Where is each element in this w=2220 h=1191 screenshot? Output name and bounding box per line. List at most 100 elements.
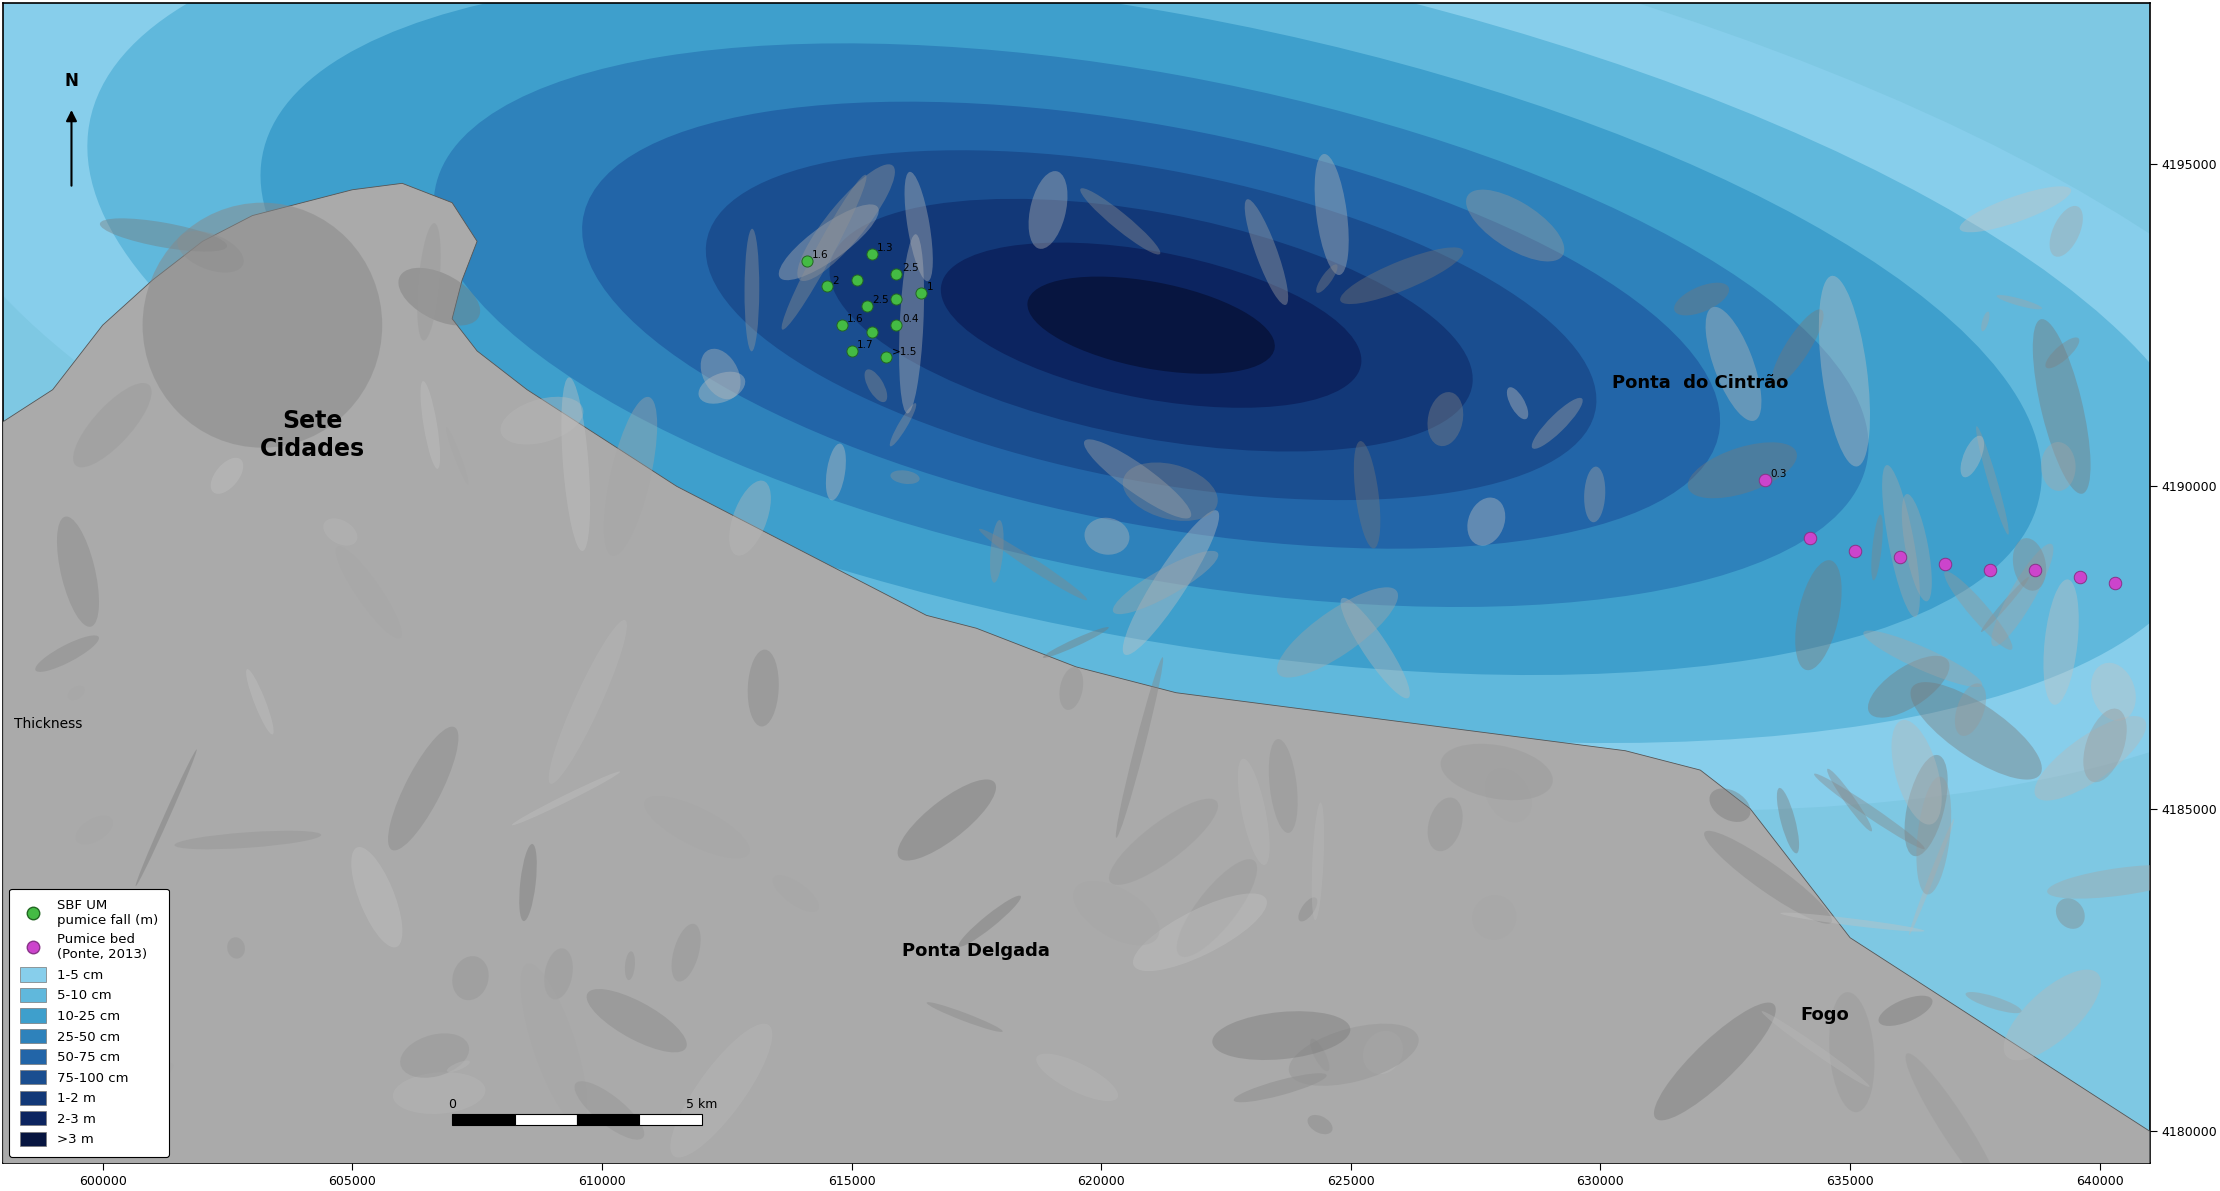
Text: 2.5: 2.5 (872, 295, 888, 305)
Ellipse shape (2049, 206, 2082, 257)
Ellipse shape (1028, 172, 1068, 249)
Text: Ponta  do Cintrão: Ponta do Cintrão (1612, 374, 1789, 392)
Ellipse shape (1465, 189, 1565, 262)
Text: 1: 1 (928, 282, 935, 292)
Ellipse shape (1960, 436, 1985, 478)
Ellipse shape (1871, 515, 1883, 580)
Ellipse shape (1132, 893, 1268, 971)
Ellipse shape (519, 844, 537, 921)
Ellipse shape (1059, 667, 1083, 710)
Ellipse shape (1290, 1023, 1419, 1086)
Text: 2: 2 (832, 275, 839, 286)
Text: 5 km: 5 km (686, 1098, 717, 1110)
Ellipse shape (926, 1002, 1003, 1031)
Ellipse shape (1909, 818, 1954, 935)
Ellipse shape (1028, 276, 1274, 374)
Ellipse shape (75, 816, 113, 844)
Text: Sete
Cidades: Sete Cidades (260, 409, 364, 461)
Ellipse shape (1705, 831, 1832, 924)
Ellipse shape (1796, 560, 1843, 671)
Ellipse shape (699, 372, 746, 404)
Text: 0.3: 0.3 (1772, 469, 1787, 479)
Ellipse shape (446, 1060, 471, 1072)
Ellipse shape (1905, 755, 1947, 856)
Ellipse shape (1239, 759, 1270, 865)
Ellipse shape (830, 199, 1472, 451)
Ellipse shape (1827, 768, 1871, 831)
Ellipse shape (941, 243, 1361, 407)
Ellipse shape (135, 749, 198, 886)
Ellipse shape (1996, 295, 2042, 310)
Ellipse shape (864, 369, 888, 403)
Polygon shape (2, 183, 2149, 1164)
Ellipse shape (178, 231, 244, 273)
Ellipse shape (673, 924, 702, 981)
Ellipse shape (1086, 518, 1130, 555)
Ellipse shape (1299, 897, 1316, 922)
Ellipse shape (2045, 337, 2080, 368)
Ellipse shape (1427, 392, 1463, 447)
Ellipse shape (1341, 598, 1410, 698)
Text: Thickness: Thickness (13, 717, 82, 730)
Ellipse shape (1905, 1053, 2002, 1191)
Ellipse shape (1956, 684, 1987, 736)
Ellipse shape (670, 1024, 773, 1158)
Ellipse shape (2034, 716, 2147, 800)
Ellipse shape (1891, 719, 1942, 824)
Ellipse shape (1308, 1115, 1332, 1134)
Ellipse shape (420, 381, 440, 469)
Ellipse shape (890, 403, 917, 447)
Ellipse shape (1705, 307, 1760, 420)
Ellipse shape (519, 964, 586, 1124)
Ellipse shape (1472, 896, 1516, 940)
Ellipse shape (1916, 777, 1951, 894)
Ellipse shape (2014, 538, 2047, 591)
Ellipse shape (1043, 626, 1108, 657)
Ellipse shape (400, 1034, 468, 1078)
Text: 0.4: 0.4 (901, 314, 919, 324)
Ellipse shape (1083, 439, 1192, 518)
Ellipse shape (513, 772, 619, 825)
Ellipse shape (2056, 898, 2085, 929)
Text: 2.5: 2.5 (901, 263, 919, 273)
Ellipse shape (1903, 494, 1931, 601)
Ellipse shape (1212, 1011, 1350, 1060)
Text: 1.6: 1.6 (813, 250, 828, 260)
Text: 1.3: 1.3 (877, 243, 895, 254)
Ellipse shape (246, 669, 273, 735)
Ellipse shape (1674, 282, 1729, 316)
Ellipse shape (1867, 656, 1949, 718)
Ellipse shape (1863, 630, 1982, 687)
Ellipse shape (702, 349, 741, 399)
Ellipse shape (586, 989, 686, 1053)
Ellipse shape (1312, 803, 1323, 921)
Ellipse shape (1780, 912, 1925, 931)
Ellipse shape (36, 636, 100, 672)
Ellipse shape (1654, 1003, 1776, 1121)
Ellipse shape (624, 952, 635, 980)
Ellipse shape (1965, 992, 2022, 1014)
Ellipse shape (575, 1081, 644, 1140)
Ellipse shape (779, 205, 879, 280)
Ellipse shape (226, 937, 244, 959)
Ellipse shape (1883, 464, 1920, 617)
Ellipse shape (1507, 387, 1527, 419)
Ellipse shape (644, 796, 750, 859)
Ellipse shape (1991, 544, 2054, 647)
Ellipse shape (773, 875, 819, 912)
Ellipse shape (1427, 798, 1463, 852)
Ellipse shape (351, 847, 402, 947)
Ellipse shape (1310, 1039, 1330, 1071)
Ellipse shape (1123, 462, 1219, 520)
Legend: SBF UM
pumice fall (m), Pumice bed
(Ponte, 2013), 1-5 cm, 5-10 cm, 10-25 cm, 25-: SBF UM pumice fall (m), Pumice bed (Pont… (9, 888, 169, 1156)
Ellipse shape (2040, 442, 2076, 491)
Ellipse shape (433, 43, 1869, 607)
Ellipse shape (1878, 996, 1934, 1025)
Ellipse shape (826, 443, 846, 500)
Ellipse shape (1081, 188, 1161, 255)
Ellipse shape (1276, 587, 1399, 678)
Ellipse shape (604, 397, 657, 556)
Ellipse shape (1270, 738, 1299, 833)
Ellipse shape (582, 101, 1720, 549)
Ellipse shape (1467, 498, 1505, 545)
